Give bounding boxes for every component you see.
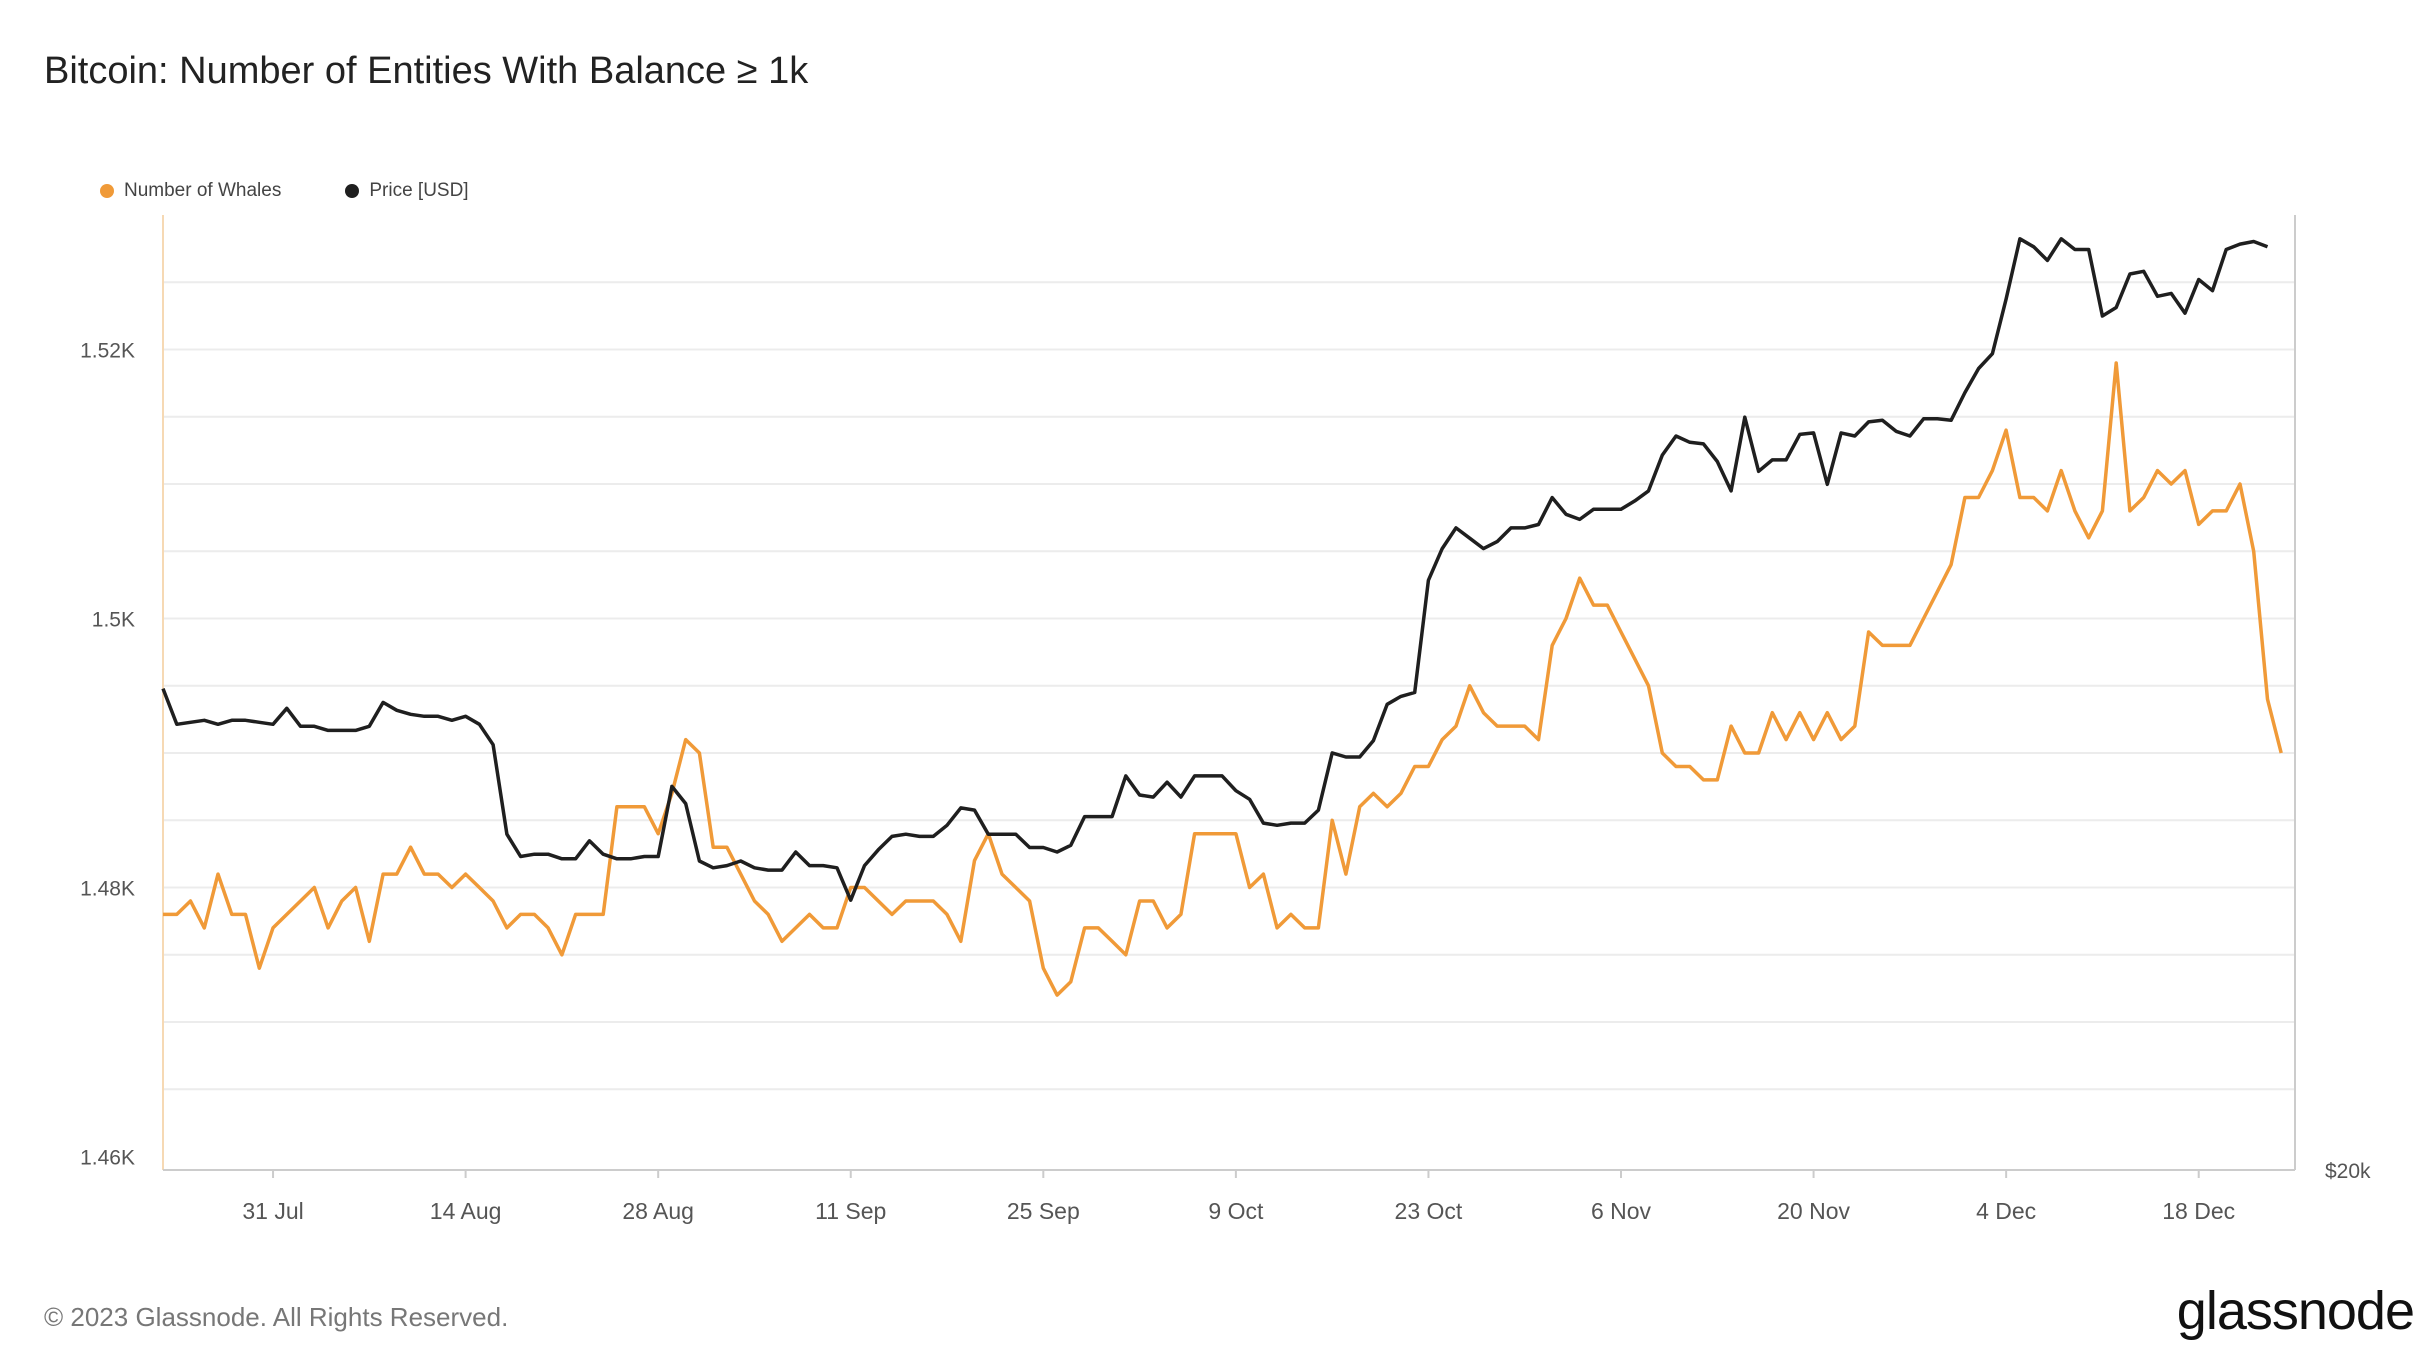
x-tick-label: 23 Oct	[1395, 1198, 1463, 1224]
y-tick-label: 1.46K	[80, 1147, 135, 1170]
x-tick-label: 4 Dec	[1976, 1198, 2036, 1224]
x-tick-label: 25 Sep	[1007, 1198, 1080, 1224]
legend-label-price: Price [USD]	[369, 180, 469, 201]
series-line-whales	[163, 361, 2283, 997]
x-tick-label: 11 Sep	[815, 1198, 886, 1224]
x-tick-label: 9 Oct	[1208, 1198, 1264, 1224]
x-tick-label: 18 Dec	[2162, 1198, 2235, 1224]
x-tick-label: 14 Aug	[430, 1198, 502, 1224]
legend-label-whales: Number of Whales	[124, 180, 282, 201]
legend-item-price[interactable]: Price [USD]	[345, 180, 469, 202]
glassnode-logo: glassnode	[2176, 1281, 2415, 1341]
legend-item-whales[interactable]: Number of Whales	[100, 180, 281, 202]
y-right-tick-label: $20k	[2325, 1160, 2371, 1183]
legend-dot-whales	[100, 184, 114, 198]
chart-legend: Number of Whales Price [USD]	[100, 180, 469, 202]
x-tick-label: 20 Nov	[1777, 1198, 1850, 1224]
y-tick-label: 1.52K	[80, 340, 135, 363]
y-tick-label: 1.5K	[92, 609, 135, 632]
series-line-price	[161, 237, 2269, 902]
x-tick-label: 6 Nov	[1591, 1198, 1652, 1224]
copyright-footer: © 2023 Glassnode. All Rights Reserved.	[44, 1302, 509, 1332]
y-tick-label: 1.48K	[80, 878, 135, 901]
legend-dot-price	[345, 184, 360, 198]
chart-title: Bitcoin: Number of Entities With Balance…	[44, 50, 809, 92]
x-tick-label: 31 Jul	[242, 1198, 303, 1224]
x-tick-label: 28 Aug	[622, 1198, 694, 1224]
